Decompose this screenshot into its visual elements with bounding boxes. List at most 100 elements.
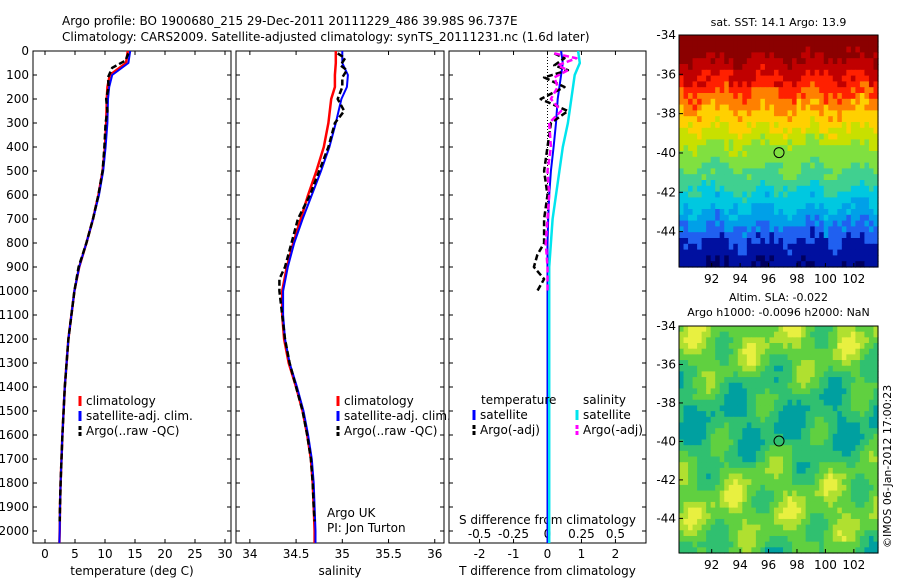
map-cell xyxy=(868,450,875,458)
map-cell xyxy=(828,337,834,344)
map-cell xyxy=(778,98,784,106)
map-cell xyxy=(823,214,829,222)
map-cell xyxy=(805,479,811,486)
map-cell xyxy=(828,535,834,543)
map-cell xyxy=(783,467,789,475)
map-cell xyxy=(769,139,775,146)
map-cell xyxy=(728,462,734,469)
map-cell xyxy=(823,127,829,135)
map-cell xyxy=(814,110,820,117)
map-cell xyxy=(710,122,716,129)
map-cell xyxy=(783,360,789,367)
map-cell xyxy=(837,64,843,71)
map-cell xyxy=(805,93,811,100)
map-cell xyxy=(805,87,811,94)
map-cell xyxy=(810,473,816,480)
map-cell xyxy=(832,249,838,256)
map-cell xyxy=(796,87,802,94)
map-cell xyxy=(819,445,825,452)
map-cell xyxy=(814,377,820,384)
map-cell xyxy=(805,445,811,452)
map-cell xyxy=(769,462,775,469)
map-cell xyxy=(828,507,834,514)
map-cell xyxy=(832,360,838,367)
map-cell xyxy=(855,168,861,175)
map-cell xyxy=(796,104,802,111)
map-cell xyxy=(773,133,780,140)
map-cell xyxy=(801,428,807,435)
map-cell xyxy=(814,40,820,48)
map-cell xyxy=(728,58,734,65)
y-tick-label: 1900 xyxy=(0,500,29,514)
map-cell xyxy=(783,422,789,429)
map-cell xyxy=(846,535,852,543)
map-cell xyxy=(751,185,757,193)
map-cell xyxy=(697,35,703,42)
map-cell xyxy=(810,547,816,554)
map-cell xyxy=(773,428,780,435)
map-cell xyxy=(764,365,771,372)
map-cell xyxy=(801,69,807,77)
map-cell xyxy=(873,168,879,175)
map-cell xyxy=(828,81,834,88)
map-cell xyxy=(679,151,685,158)
map-cell xyxy=(864,64,870,71)
map-cell xyxy=(778,209,784,216)
map-cell xyxy=(688,354,694,361)
map-cell xyxy=(769,360,775,367)
map-cell xyxy=(855,58,861,65)
map-cell xyxy=(728,501,734,509)
map-cell xyxy=(859,104,866,111)
map-cell xyxy=(719,496,725,503)
map-cell xyxy=(755,360,762,367)
map-cell xyxy=(823,52,829,59)
map-cell xyxy=(760,145,766,152)
map-cell xyxy=(823,191,829,198)
map-cell xyxy=(688,116,694,123)
map-cell xyxy=(769,501,775,509)
map-cell xyxy=(828,360,834,367)
map-cell xyxy=(859,377,866,384)
map-cell xyxy=(801,174,807,181)
map-cell xyxy=(742,467,748,475)
map-cell xyxy=(746,40,752,48)
map-cell xyxy=(805,156,811,164)
map-cell xyxy=(805,139,811,146)
map-cell xyxy=(832,52,838,59)
map-cell xyxy=(801,64,807,71)
map-cell xyxy=(828,394,834,401)
map-cell xyxy=(778,479,784,486)
map-cell xyxy=(828,226,834,233)
map-cell xyxy=(706,371,712,378)
map-cell xyxy=(697,232,703,239)
map-cell xyxy=(810,428,816,435)
map-cell xyxy=(710,214,716,222)
map-cell xyxy=(778,473,784,480)
map-cell xyxy=(868,151,875,158)
map-cell xyxy=(778,133,784,140)
map-cell xyxy=(701,191,707,198)
map-cell xyxy=(742,52,748,59)
map-cell xyxy=(697,52,703,59)
map-cell xyxy=(737,209,743,216)
map-cell xyxy=(810,337,816,344)
map-cell xyxy=(859,261,866,268)
map-cell xyxy=(715,249,721,256)
map-cell xyxy=(787,343,793,350)
map-cell xyxy=(679,220,685,227)
map-cell xyxy=(724,46,730,53)
map-cell xyxy=(706,255,712,262)
map-cell xyxy=(742,220,748,227)
map-cell xyxy=(841,156,847,164)
map-cell xyxy=(859,428,866,435)
map-cell xyxy=(688,255,694,262)
map-cell xyxy=(873,226,879,233)
map-cell xyxy=(810,445,816,452)
map-cell xyxy=(683,394,689,401)
map-cell xyxy=(715,75,721,82)
map-cell xyxy=(742,174,748,181)
map-cell xyxy=(724,133,730,140)
y-tick-label: 2000 xyxy=(0,524,29,538)
map-cell xyxy=(710,360,716,367)
map-cell xyxy=(679,93,685,100)
